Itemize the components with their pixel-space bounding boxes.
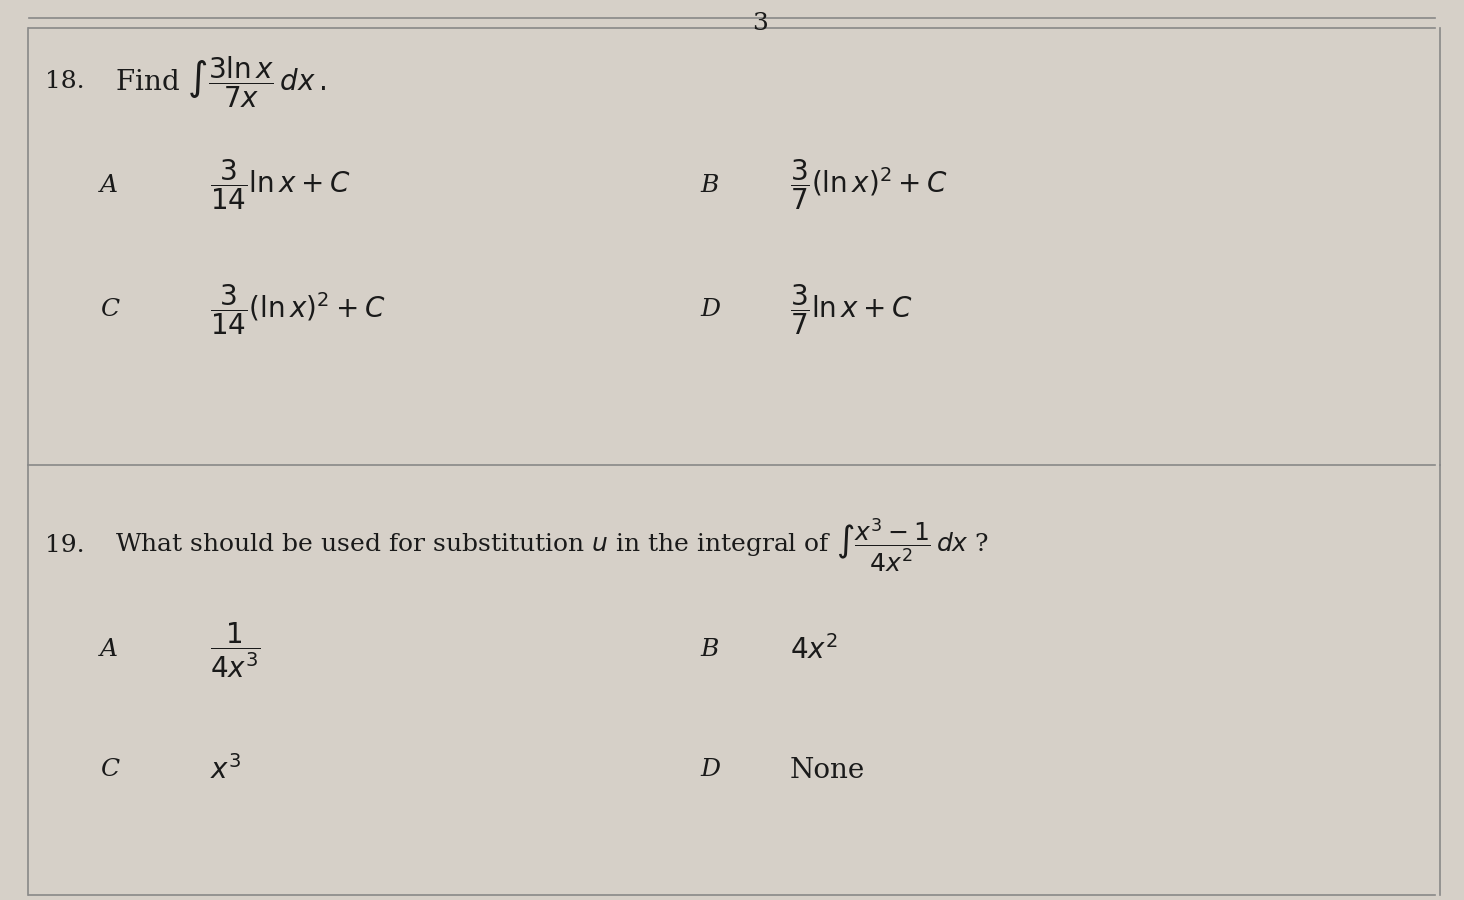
Text: A: A <box>100 638 119 662</box>
Text: Find $\int\dfrac{3\ln x}{7x}\,dx\,.$: Find $\int\dfrac{3\ln x}{7x}\,dx\,.$ <box>116 54 326 110</box>
Text: 3: 3 <box>752 12 769 35</box>
Text: What should be used for substitution $u$ in the integral of $\int\dfrac{x^{3}-1}: What should be used for substitution $u$… <box>116 517 990 573</box>
Text: $x^{3}$: $x^{3}$ <box>209 755 242 785</box>
Text: 18.: 18. <box>45 70 85 94</box>
Text: C: C <box>100 299 119 321</box>
Text: $\dfrac{1}{4x^{3}}$: $\dfrac{1}{4x^{3}}$ <box>209 620 261 680</box>
Text: D: D <box>700 759 720 781</box>
Text: B: B <box>700 638 719 662</box>
Text: $\dfrac{3}{14}\ln x+C$: $\dfrac{3}{14}\ln x+C$ <box>209 158 350 212</box>
Text: $4x^{2}$: $4x^{2}$ <box>791 635 837 665</box>
Text: None: None <box>791 757 865 784</box>
Text: D: D <box>700 299 720 321</box>
Text: B: B <box>700 174 719 196</box>
Text: $\dfrac{3}{7}\ln x+C$: $\dfrac{3}{7}\ln x+C$ <box>791 283 912 338</box>
Text: C: C <box>100 759 119 781</box>
Text: 19.: 19. <box>45 534 85 556</box>
Text: $\dfrac{3}{7}(\ln x)^{2}+C$: $\dfrac{3}{7}(\ln x)^{2}+C$ <box>791 158 947 212</box>
Text: $\dfrac{3}{14}(\ln x)^{2}+C$: $\dfrac{3}{14}(\ln x)^{2}+C$ <box>209 283 385 338</box>
Text: A: A <box>100 174 119 196</box>
